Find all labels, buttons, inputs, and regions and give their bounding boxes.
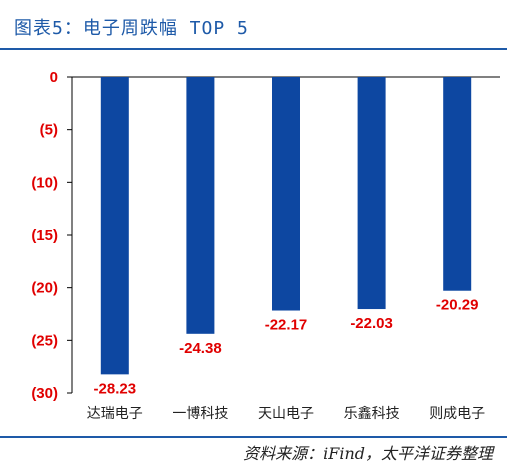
data-label: -24.38 (179, 340, 222, 357)
bar (443, 77, 472, 291)
title-divider (0, 48, 507, 50)
x-category-label: 一博科技 (172, 405, 228, 422)
page-title: 图表5：电子周跌幅 TOP 5 (14, 18, 249, 39)
x-category-label: 达瑞电子 (87, 406, 143, 422)
y-tick-label: (20) (31, 280, 58, 297)
x-category-label: 则成电子 (429, 406, 485, 422)
data-label: -20.29 (436, 297, 479, 314)
data-label: -22.03 (350, 315, 393, 332)
bar (100, 77, 129, 375)
y-tick-label: 0 (50, 69, 58, 86)
x-category-label: 乐鑫科技 (344, 405, 400, 422)
y-tick-label: (5) (40, 122, 58, 139)
source-note: 资料来源：iFind，太平洋证券整理 (243, 444, 493, 463)
bar (186, 77, 215, 334)
footer-divider (0, 436, 507, 438)
x-category-label: 天山电子 (258, 406, 314, 422)
bar (357, 77, 386, 310)
y-tick-label: (25) (31, 332, 58, 349)
y-tick-label: (30) (31, 385, 58, 402)
data-label: -22.17 (265, 317, 308, 334)
y-tick-label: (10) (31, 174, 58, 191)
y-tick-label: (15) (31, 227, 58, 244)
bar (272, 77, 300, 311)
data-label: -28.23 (94, 380, 137, 397)
